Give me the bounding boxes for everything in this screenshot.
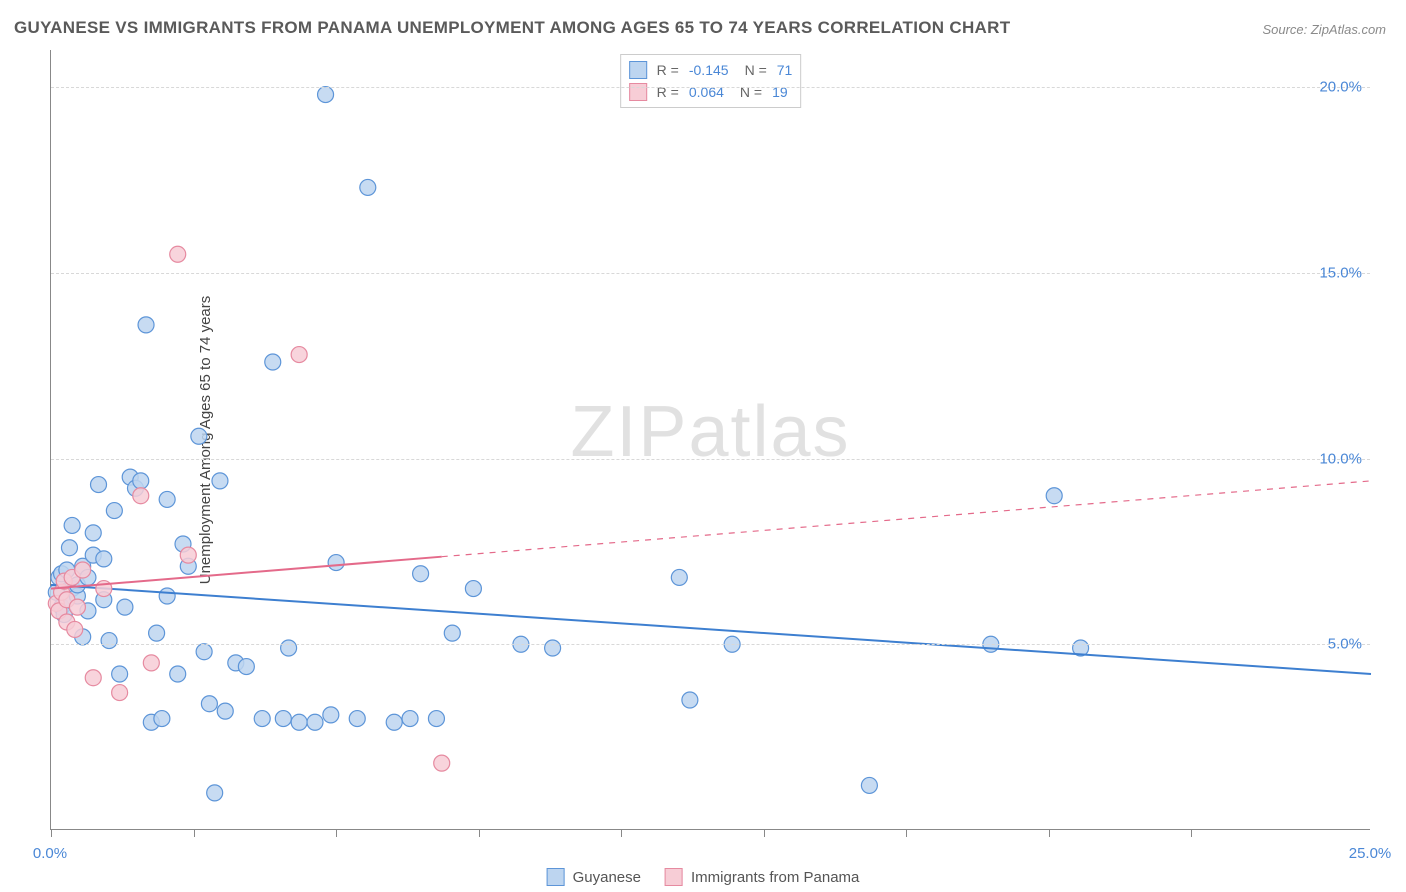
trend-line-dashed — [442, 481, 1371, 557]
stat-n-value: 71 — [777, 62, 793, 78]
gridline — [51, 644, 1370, 645]
scatter-point — [281, 640, 297, 656]
scatter-point — [386, 714, 402, 730]
scatter-point — [307, 714, 323, 730]
scatter-point — [217, 703, 233, 719]
scatter-point — [106, 503, 122, 519]
chart-title: GUYANESE VS IMMIGRANTS FROM PANAMA UNEMP… — [14, 18, 1010, 38]
scatter-point — [349, 711, 365, 727]
scatter-point — [67, 621, 83, 637]
x-tick — [1191, 829, 1192, 837]
x-tick-label: 25.0% — [1349, 845, 1392, 862]
y-tick-label: 10.0% — [1319, 450, 1362, 467]
x-tick — [336, 829, 337, 837]
scatter-point — [133, 473, 149, 489]
chart-area: Unemployment Among Ages 65 to 74 years Z… — [50, 50, 1370, 830]
scatter-point — [861, 777, 877, 793]
scatter-point — [201, 696, 217, 712]
x-tick-label: 0.0% — [33, 845, 67, 862]
scatter-point — [275, 711, 291, 727]
scatter-point — [323, 707, 339, 723]
scatter-point — [154, 711, 170, 727]
source-attribution: Source: ZipAtlas.com — [1262, 22, 1386, 37]
stat-legend: R = -0.145 N = 71 R =0.064N =19 — [620, 54, 802, 108]
scatter-point — [545, 640, 561, 656]
x-tick — [51, 829, 52, 837]
scatter-point — [196, 644, 212, 660]
scatter-point — [291, 347, 307, 363]
legend-label: Immigrants from Panama — [691, 869, 859, 886]
scatter-point — [328, 555, 344, 571]
scatter-point — [75, 562, 91, 578]
legend-swatch — [629, 83, 647, 101]
bottom-legend: Guyanese Immigrants from Panama — [547, 868, 860, 886]
legend-swatch — [629, 61, 647, 79]
x-tick — [479, 829, 480, 837]
scatter-point — [96, 551, 112, 567]
scatter-point — [117, 599, 133, 615]
plot-svg — [51, 50, 1370, 829]
scatter-point — [671, 569, 687, 585]
legend-swatch — [665, 868, 683, 886]
legend-swatch — [547, 868, 565, 886]
scatter-point — [61, 540, 77, 556]
scatter-point — [212, 473, 228, 489]
scatter-point — [413, 566, 429, 582]
scatter-point — [191, 428, 207, 444]
scatter-point — [85, 670, 101, 686]
scatter-point — [465, 581, 481, 597]
stat-n-label: N = — [745, 62, 767, 78]
scatter-point — [91, 477, 107, 493]
scatter-point — [1046, 488, 1062, 504]
gridline — [51, 273, 1370, 274]
scatter-point — [207, 785, 223, 801]
scatter-point — [682, 692, 698, 708]
stat-r-label: R = — [657, 62, 679, 78]
scatter-point — [402, 711, 418, 727]
scatter-point — [291, 714, 307, 730]
scatter-point — [149, 625, 165, 641]
bottom-legend-item: Immigrants from Panama — [665, 868, 859, 886]
stat-legend-row: R =0.064N =19 — [629, 81, 793, 103]
scatter-point — [101, 633, 117, 649]
scatter-point — [434, 755, 450, 771]
scatter-point — [159, 491, 175, 507]
stat-r-value: -0.145 — [689, 62, 729, 78]
scatter-point — [318, 87, 334, 103]
scatter-point — [159, 588, 175, 604]
x-tick — [906, 829, 907, 837]
scatter-point — [428, 711, 444, 727]
gridline — [51, 459, 1370, 460]
scatter-point — [360, 179, 376, 195]
scatter-point — [180, 547, 196, 563]
scatter-point — [444, 625, 460, 641]
scatter-point — [85, 525, 101, 541]
x-tick — [764, 829, 765, 837]
scatter-point — [170, 666, 186, 682]
gridline — [51, 87, 1370, 88]
y-tick-label: 20.0% — [1319, 79, 1362, 96]
scatter-point — [64, 517, 80, 533]
scatter-point — [238, 659, 254, 675]
scatter-point — [112, 685, 128, 701]
x-tick — [621, 829, 622, 837]
scatter-point — [254, 711, 270, 727]
x-tick — [194, 829, 195, 837]
scatter-point — [170, 246, 186, 262]
scatter-point — [265, 354, 281, 370]
x-tick — [1049, 829, 1050, 837]
scatter-point — [112, 666, 128, 682]
scatter-point — [143, 655, 159, 671]
scatter-point — [133, 488, 149, 504]
scatter-point — [138, 317, 154, 333]
scatter-point — [69, 599, 85, 615]
y-tick-label: 15.0% — [1319, 264, 1362, 281]
y-tick-label: 5.0% — [1328, 636, 1362, 653]
stat-legend-row: R = -0.145 N = 71 — [629, 59, 793, 81]
bottom-legend-item: Guyanese — [547, 868, 641, 886]
legend-label: Guyanese — [573, 869, 641, 886]
